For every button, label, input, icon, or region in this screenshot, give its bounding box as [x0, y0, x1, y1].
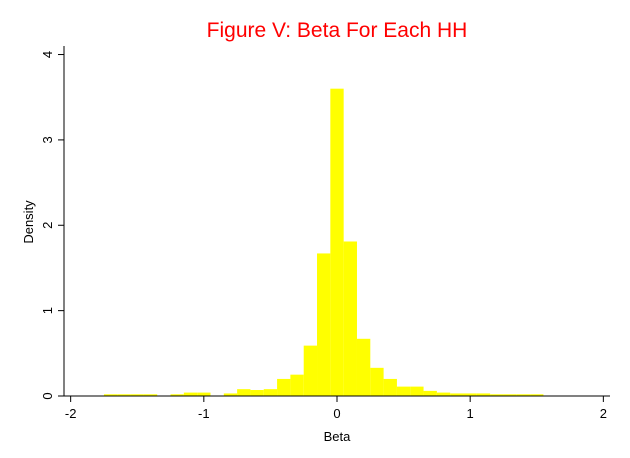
x-tick-label: -2 [65, 406, 77, 421]
histogram-bar-9 [250, 390, 264, 396]
histogram-bar-24 [450, 393, 464, 396]
histogram-bar-21 [410, 386, 424, 396]
x-tick-label: 0 [333, 406, 340, 421]
histogram-bar-0 [103, 394, 118, 396]
y-tick-label: 3 [40, 136, 55, 143]
x-axis-ticks: -2 -1 0 1 2 [65, 396, 607, 421]
histogram-bar-28 [503, 394, 517, 396]
histogram-bar-3 [143, 394, 158, 396]
histogram-bar-29 [516, 394, 531, 396]
histogram-bar-11 [277, 378, 291, 396]
histogram-bar-12 [290, 374, 304, 396]
histogram-bar-16 [343, 241, 357, 396]
histogram-bar-26 [476, 393, 491, 396]
histogram-bar-15 [330, 88, 344, 397]
y-axis-ticks: 0 1 2 3 4 [40, 51, 64, 400]
histogram-bar-7 [223, 393, 238, 396]
x-tick-label: -1 [198, 406, 210, 421]
histogram-bar-27 [490, 394, 504, 396]
histogram-bar-13 [303, 345, 318, 396]
histogram-bar-17 [356, 338, 371, 396]
histogram-bar-1 [117, 394, 131, 396]
histogram-bar-23 [436, 392, 451, 396]
chart-title: Figure V: Beta For Each HH [207, 19, 468, 42]
histogram-bar-5 [183, 392, 198, 396]
histogram-bar-25 [463, 393, 477, 396]
x-axis-title: Beta [324, 429, 352, 444]
histogram-bar-19 [383, 378, 397, 396]
histogram-bar-20 [396, 386, 411, 396]
histogram-bar-30 [530, 394, 544, 396]
y-tick-label: 1 [40, 307, 55, 314]
histogram-bar-2 [130, 394, 144, 396]
histogram-bars [103, 88, 544, 397]
histogram-bar-6 [197, 392, 211, 396]
y-tick-label: 2 [40, 222, 55, 229]
histogram-bar-10 [263, 389, 278, 396]
y-axis-title: Density [21, 200, 36, 244]
y-tick-label: 4 [40, 51, 55, 58]
histogram-bar-14 [317, 253, 331, 396]
histogram-bar-22 [423, 390, 437, 396]
histogram-bar-8 [237, 389, 251, 396]
x-tick-label: 2 [600, 406, 607, 421]
histogram-bar-4 [170, 394, 184, 396]
x-tick-label: 1 [467, 406, 474, 421]
y-tick-label: 0 [40, 392, 55, 399]
histogram-bar-18 [370, 367, 384, 396]
